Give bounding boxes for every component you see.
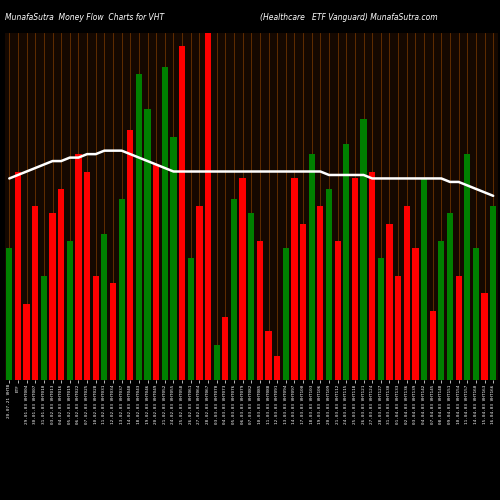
Bar — [196, 206, 202, 380]
Bar — [318, 206, 324, 380]
Bar — [257, 241, 263, 380]
Bar — [386, 224, 392, 380]
Bar — [170, 136, 176, 380]
Bar — [438, 241, 444, 380]
Bar — [490, 206, 496, 380]
Bar — [15, 172, 21, 380]
Bar — [110, 282, 116, 380]
Bar — [41, 276, 47, 380]
Bar — [395, 276, 401, 380]
Bar — [84, 172, 90, 380]
Bar — [179, 46, 185, 380]
Bar — [430, 310, 436, 380]
Bar — [24, 304, 30, 380]
Bar — [352, 178, 358, 380]
Bar — [76, 154, 82, 380]
Bar — [127, 130, 134, 380]
Bar — [153, 164, 160, 380]
Bar — [205, 32, 211, 380]
Bar — [92, 276, 99, 380]
Bar — [482, 293, 488, 380]
Bar — [214, 345, 220, 380]
Bar — [102, 234, 107, 380]
Bar — [136, 74, 142, 380]
Bar — [282, 248, 289, 380]
Bar — [162, 67, 168, 380]
Bar — [188, 258, 194, 380]
Bar — [456, 276, 462, 380]
Bar — [421, 178, 427, 380]
Bar — [334, 241, 341, 380]
Bar — [447, 213, 453, 380]
Bar — [343, 144, 349, 380]
Bar — [144, 109, 150, 380]
Bar — [404, 206, 410, 380]
Bar — [248, 213, 254, 380]
Bar — [6, 248, 12, 380]
Bar — [222, 318, 228, 380]
Bar — [240, 178, 246, 380]
Bar — [378, 258, 384, 380]
Bar — [360, 120, 366, 380]
Bar — [32, 206, 38, 380]
Bar — [412, 248, 418, 380]
Bar — [266, 332, 272, 380]
Bar — [473, 248, 479, 380]
Bar — [326, 189, 332, 380]
Bar — [464, 154, 470, 380]
Bar — [308, 154, 315, 380]
Bar — [50, 213, 56, 380]
Bar — [231, 200, 237, 380]
Text: (Healthcare   ETF Vanguard) MunafaSutra.com: (Healthcare ETF Vanguard) MunafaSutra.co… — [260, 12, 438, 22]
Bar — [118, 200, 125, 380]
Bar — [292, 178, 298, 380]
Bar — [300, 224, 306, 380]
Bar — [369, 172, 376, 380]
Bar — [58, 189, 64, 380]
Bar — [66, 241, 73, 380]
Text: MunafaSutra  Money Flow  Charts for VHT: MunafaSutra Money Flow Charts for VHT — [5, 12, 164, 22]
Bar — [274, 356, 280, 380]
